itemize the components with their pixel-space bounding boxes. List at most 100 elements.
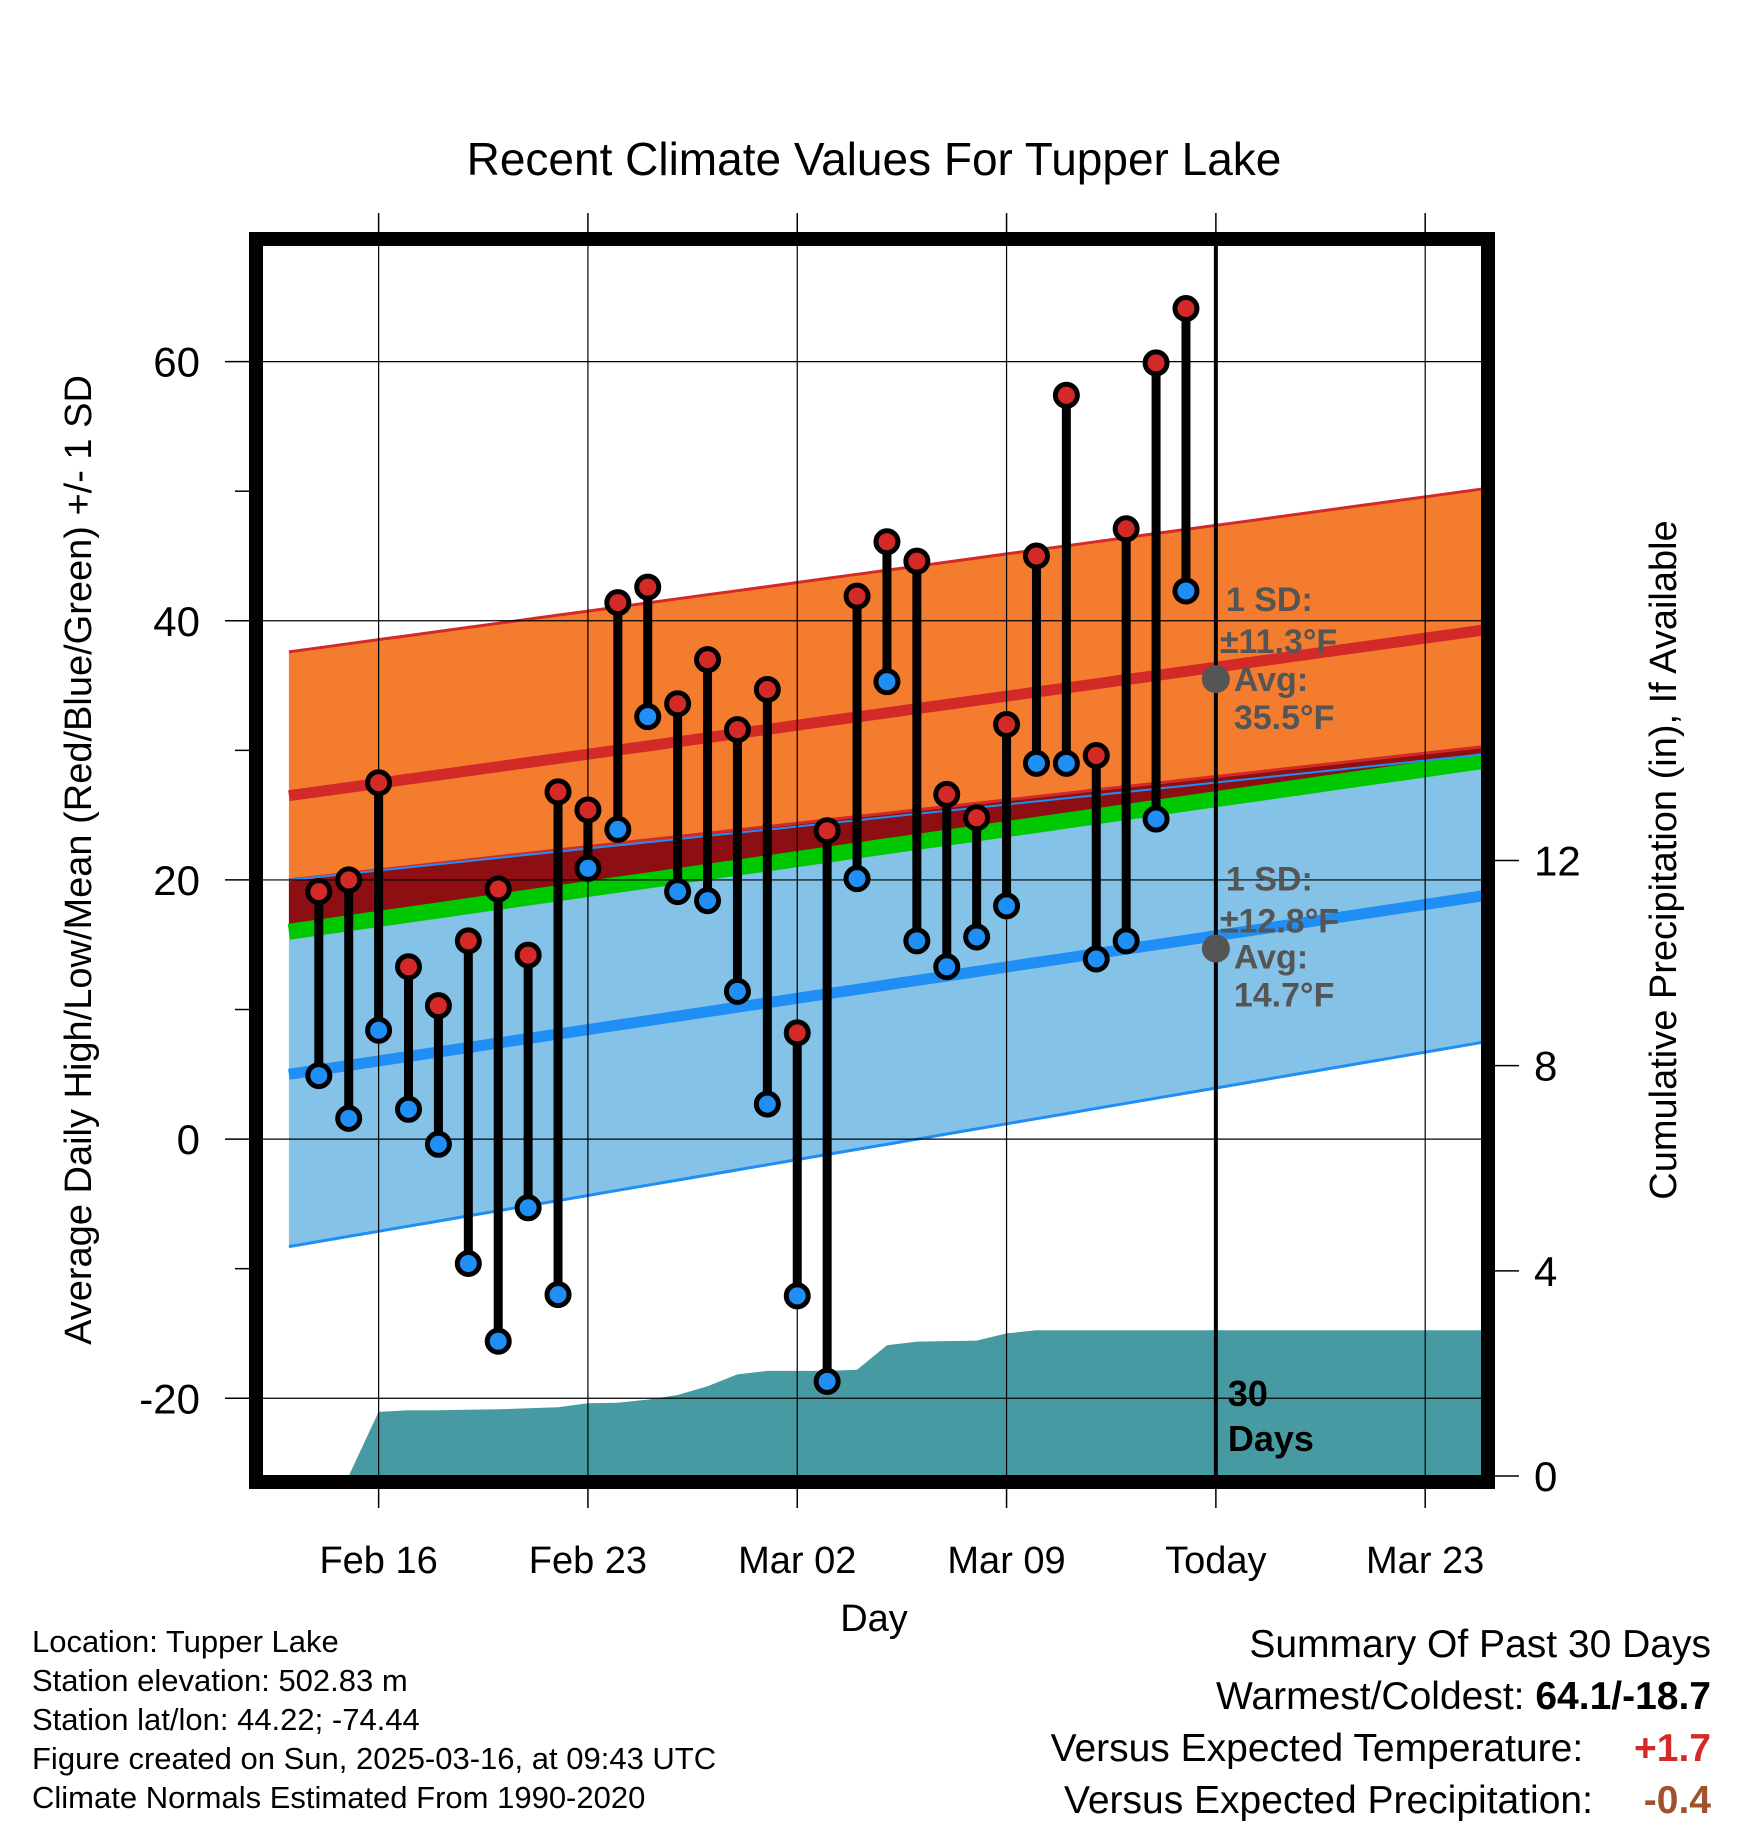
low-sd-value: ±12.8°F — [1220, 903, 1339, 941]
summary-title: Summary Of Past 30 Days — [1249, 1623, 1711, 1666]
high-point — [1052, 381, 1080, 409]
y-left-tick-label: 40 — [153, 598, 200, 645]
high-point — [574, 796, 602, 824]
x-tick-label: Today — [1165, 1540, 1266, 1582]
low-sd-label: 1 SD: — [1226, 861, 1313, 899]
precip-value: -0.4 — [1643, 1779, 1711, 1822]
low-point — [843, 865, 871, 893]
y-left-tick-label: -20 — [139, 1375, 200, 1422]
low-point — [664, 878, 692, 906]
x-tick-label: Mar 02 — [738, 1540, 856, 1582]
high-avg-value: 35.5°F — [1234, 699, 1335, 737]
high-point — [424, 992, 452, 1020]
low-point — [604, 815, 632, 843]
y-right-tick-label: 12 — [1534, 838, 1581, 885]
high-point — [365, 769, 393, 797]
low-point — [335, 1104, 363, 1132]
location-text: Location: Tupper Lake — [32, 1624, 339, 1659]
high-point — [694, 646, 722, 674]
high-point — [753, 675, 781, 703]
high-point — [1142, 349, 1170, 377]
high-point — [1082, 742, 1110, 770]
high-point — [843, 582, 871, 610]
high-point — [1112, 515, 1140, 543]
high-point — [933, 780, 961, 808]
y-left-tick-label: 60 — [153, 339, 200, 386]
low-point — [1022, 749, 1050, 777]
high-point — [813, 817, 841, 845]
x-tick-label: Mar 23 — [1366, 1540, 1484, 1582]
high-point — [1022, 542, 1050, 570]
latlon-text: Station lat/lon: 44.22; -74.44 — [32, 1702, 420, 1737]
low-point — [1082, 945, 1110, 973]
high-avg-marker — [1201, 665, 1230, 694]
chart-title: Recent Climate Values For Tupper Lake — [467, 133, 1282, 185]
summary-warmest-row: Warmest/Coldest: 64.1/-18.7 — [1051, 1671, 1711, 1723]
summary-temp-row: Versus Expected Temperature: +1.7 — [1051, 1723, 1711, 1775]
low-point — [634, 703, 662, 731]
normal-low-avg-line — [288, 890, 1482, 1080]
low-point — [903, 927, 931, 955]
high-point — [783, 1019, 811, 1047]
low-point — [1052, 749, 1080, 777]
summary-panel: Summary Of Past 30 Days Warmest/Coldest:… — [1051, 1619, 1711, 1827]
high-point — [544, 778, 572, 806]
temp-label: Versus Expected Temperature: — [1050, 1727, 1584, 1770]
low-point — [1112, 927, 1140, 955]
warmest-value: 64.1/-18.7 — [1535, 1675, 1711, 1718]
high-point — [903, 547, 931, 575]
precip-label: Versus Expected Precipitation: — [1063, 1779, 1593, 1822]
low-point — [544, 1281, 572, 1309]
high-sd-value: ±11.3°F — [1220, 623, 1337, 661]
low-point — [514, 1194, 542, 1222]
high-avg-label: Avg: — [1234, 661, 1308, 699]
precip-area — [318, 1330, 1482, 1476]
normal-low-upper-line — [288, 753, 1482, 881]
low-point — [454, 1249, 482, 1277]
normal-high-lower-line — [288, 745, 1482, 882]
low-point — [424, 1130, 452, 1158]
high-sd-label: 1 SD: — [1226, 581, 1313, 619]
high-point — [335, 866, 363, 894]
station-info: Location: Tupper Lake Station elevation:… — [32, 1622, 716, 1817]
low-point — [365, 1016, 393, 1044]
y-right-axis-label: Cumulative Precipitation (in), If Availa… — [1643, 520, 1685, 1199]
low-point — [395, 1095, 423, 1123]
normals-text: Climate Normals Estimated From 1990-2020 — [32, 1780, 646, 1815]
normal-low-lower-line — [288, 1040, 1482, 1249]
high-point — [514, 941, 542, 969]
low-point — [783, 1282, 811, 1310]
y-right-tick-label: 8 — [1534, 1043, 1557, 1090]
warmest-label: Warmest/Coldest: — [1216, 1675, 1525, 1718]
low-point — [873, 668, 901, 696]
low-point — [723, 977, 751, 1005]
low-point — [574, 854, 602, 882]
elevation-text: Station elevation: 502.83 m — [32, 1663, 408, 1698]
normal-mean-line — [287, 753, 1482, 940]
low-point — [484, 1327, 512, 1355]
high-point — [1172, 294, 1200, 322]
low-point — [1142, 805, 1170, 833]
y-left-tick-label: 20 — [153, 857, 200, 904]
high-point — [993, 710, 1021, 738]
normal-high-avg-line — [288, 624, 1482, 802]
temp-value: +1.7 — [1634, 1727, 1711, 1770]
x-axis-label: Day — [840, 1598, 908, 1640]
today-days-unit: Days — [1228, 1418, 1314, 1459]
x-tick-label: Feb 23 — [529, 1540, 647, 1582]
low-point — [1172, 577, 1200, 605]
high-point — [963, 804, 991, 832]
low-avg-value: 14.7°F — [1234, 977, 1335, 1015]
low-point — [694, 887, 722, 915]
low-point — [933, 953, 961, 981]
high-point — [664, 690, 692, 718]
high-point — [723, 716, 751, 744]
high-point — [484, 875, 512, 903]
created-text: Figure created on Sun, 2025-03-16, at 09… — [32, 1741, 717, 1776]
low-point — [813, 1367, 841, 1395]
low-point — [753, 1090, 781, 1118]
high-point — [454, 927, 482, 955]
summary-precip-row: Versus Expected Precipitation: -0.4 — [1051, 1775, 1711, 1827]
high-point — [395, 953, 423, 981]
low-point — [993, 892, 1021, 920]
